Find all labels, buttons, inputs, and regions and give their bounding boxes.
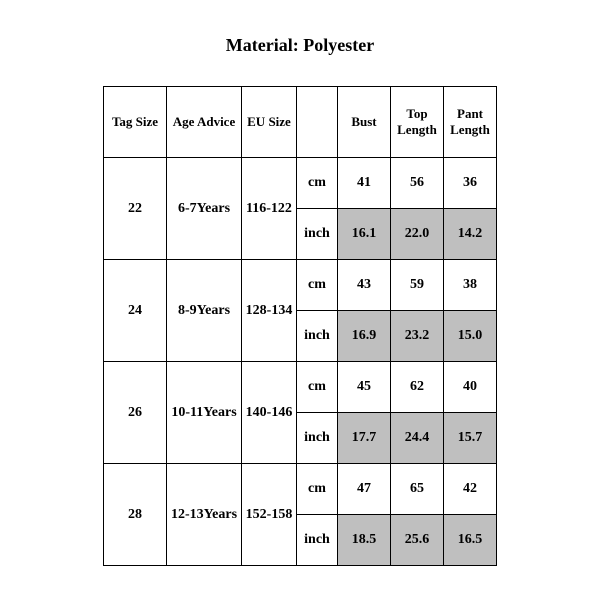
cell-top: 62 xyxy=(391,362,444,413)
cell-bust: 43 xyxy=(338,260,391,311)
cell-eu: 140-146 xyxy=(242,362,297,464)
cell-top: 59 xyxy=(391,260,444,311)
col-tag-size: Tag Size xyxy=(104,87,167,158)
cell-pant: 15.0 xyxy=(444,311,497,362)
page-title: Material: Polyester xyxy=(0,35,600,56)
cell-top: 22.0 xyxy=(391,209,444,260)
cell-bust: 17.7 xyxy=(338,413,391,464)
cell-pant: 14.2 xyxy=(444,209,497,260)
cell-age: 6-7Years xyxy=(167,158,242,260)
cell-bust: 45 xyxy=(338,362,391,413)
cell-pant: 38 xyxy=(444,260,497,311)
cell-unit: cm xyxy=(297,158,338,209)
cell-age: 12-13Years xyxy=(167,464,242,566)
col-bust: Bust xyxy=(338,87,391,158)
cell-tag: 26 xyxy=(104,362,167,464)
cell-unit: cm xyxy=(297,260,338,311)
cell-unit: cm xyxy=(297,362,338,413)
table-row: 22 6-7Years 116-122 cm 41 56 36 xyxy=(104,158,497,209)
cell-tag: 22 xyxy=(104,158,167,260)
cell-top: 23.2 xyxy=(391,311,444,362)
col-unit xyxy=(297,87,338,158)
cell-age: 8-9Years xyxy=(167,260,242,362)
cell-pant: 40 xyxy=(444,362,497,413)
cell-top: 25.6 xyxy=(391,515,444,566)
cell-unit: cm xyxy=(297,464,338,515)
cell-bust: 41 xyxy=(338,158,391,209)
cell-top: 24.4 xyxy=(391,413,444,464)
cell-eu: 152-158 xyxy=(242,464,297,566)
cell-unit: inch xyxy=(297,515,338,566)
size-table: Tag Size Age Advice EU Size Bust Top Len… xyxy=(103,86,497,566)
cell-top: 56 xyxy=(391,158,444,209)
cell-pant: 36 xyxy=(444,158,497,209)
cell-tag: 24 xyxy=(104,260,167,362)
cell-unit: inch xyxy=(297,413,338,464)
cell-tag: 28 xyxy=(104,464,167,566)
cell-pant: 15.7 xyxy=(444,413,497,464)
cell-top: 65 xyxy=(391,464,444,515)
cell-unit: inch xyxy=(297,209,338,260)
col-age-advice: Age Advice xyxy=(167,87,242,158)
cell-eu: 116-122 xyxy=(242,158,297,260)
table-row: 24 8-9Years 128-134 cm 43 59 38 xyxy=(104,260,497,311)
cell-bust: 18.5 xyxy=(338,515,391,566)
cell-bust: 16.1 xyxy=(338,209,391,260)
col-pant-length: Pant Length xyxy=(444,87,497,158)
cell-eu: 128-134 xyxy=(242,260,297,362)
table-row: 26 10-11Years 140-146 cm 45 62 40 xyxy=(104,362,497,413)
cell-unit: inch xyxy=(297,311,338,362)
table-header-row: Tag Size Age Advice EU Size Bust Top Len… xyxy=(104,87,497,158)
col-eu-size: EU Size xyxy=(242,87,297,158)
cell-pant: 16.5 xyxy=(444,515,497,566)
page: Material: Polyester Tag Size Age Advice … xyxy=(0,0,600,600)
cell-pant: 42 xyxy=(444,464,497,515)
table-row: 28 12-13Years 152-158 cm 47 65 42 xyxy=(104,464,497,515)
cell-bust: 47 xyxy=(338,464,391,515)
col-top-length: Top Length xyxy=(391,87,444,158)
cell-age: 10-11Years xyxy=(167,362,242,464)
cell-bust: 16.9 xyxy=(338,311,391,362)
